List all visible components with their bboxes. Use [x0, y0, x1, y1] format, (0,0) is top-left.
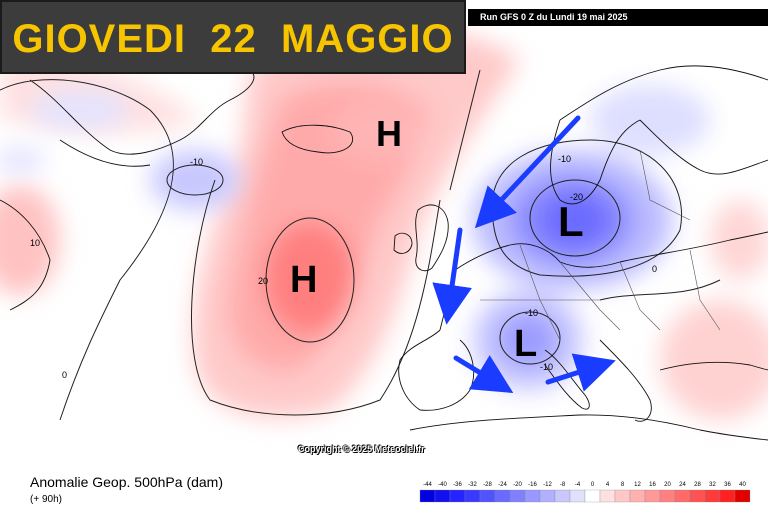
legend-tick-label: -44 [423, 482, 432, 488]
contour-label: 0 [652, 264, 657, 274]
legend-swatch [734, 489, 751, 503]
field-title: Anomalie Geop. 500hPa (dam) [30, 474, 223, 490]
legend-tick-label: -4 [575, 482, 581, 488]
legend-tick-label: 16 [649, 482, 656, 488]
legend-swatch [419, 489, 436, 503]
legend-swatch [494, 489, 511, 503]
legend-tick-label: -24 [498, 482, 507, 488]
arrow-3 [453, 355, 514, 394]
legend-swatch [524, 489, 541, 503]
forecast-date-title: GIOVEDI 22 MAGGIO [12, 17, 454, 61]
geopotential-anomaly-map: -10 10 20 0 -10 -20 -10 0 -10 H H L L [0, 26, 768, 441]
legend-tick-label: -36 [453, 482, 462, 488]
arrow-4 [545, 353, 616, 392]
legend-tick-label: -8 [560, 482, 566, 488]
legend-swatch [539, 489, 556, 503]
arrow-2 [432, 227, 472, 325]
legend-tick-label: 36 [724, 482, 731, 488]
contour-label: -10 [190, 157, 203, 167]
legend-swatch [674, 489, 691, 503]
legend-swatch [464, 489, 481, 503]
legend-tick-label: -28 [483, 482, 492, 488]
legend-tick-label: 8 [621, 482, 625, 488]
title-banner [0, 0, 466, 74]
legend-swatch [644, 489, 661, 503]
legend-tick-label: -40 [438, 482, 447, 488]
legend-tick-label: 20 [664, 482, 671, 488]
contour-label: 20 [258, 276, 268, 286]
legend-tick-label: -32 [468, 482, 477, 488]
contour-label: -10 [525, 308, 538, 318]
legend-swatch [434, 489, 451, 503]
model-run-info: Run GFS 0 Z du Lundi 19 mai 2025 [468, 9, 768, 26]
legend-tick-label: 4 [606, 482, 610, 488]
arrow-1 [474, 115, 581, 229]
legend-swatch [719, 489, 736, 503]
low-pressure-label: L [514, 323, 537, 365]
contour-label: -10 [540, 362, 553, 372]
legend-swatch [449, 489, 466, 503]
copyright-notice: Copyright © 2025 Meteociel.fr [298, 444, 425, 454]
legend-tick-label: 0 [591, 482, 595, 488]
legend-swatch [689, 489, 706, 503]
legend-tick-label: 24 [679, 482, 686, 488]
legend-tick-label: 12 [634, 482, 641, 488]
high-pressure-label: H [290, 259, 317, 301]
legend-tick-label: -16 [528, 482, 537, 488]
legend-tick-label: -20 [513, 482, 522, 488]
contour-label: 10 [30, 238, 40, 248]
flow-arrows [432, 115, 616, 394]
legend-swatch [584, 489, 601, 503]
legend-tick-label: 32 [709, 482, 716, 488]
contour-label: -20 [570, 192, 583, 202]
legend-swatch [554, 489, 571, 503]
legend-swatch [614, 489, 631, 503]
coastlines [0, 65, 768, 441]
low-pressure-label: L [558, 198, 584, 245]
legend-swatch [479, 489, 496, 503]
legend-swatch [599, 489, 616, 503]
contour-lines [0, 69, 721, 421]
legend-tick-label: -12 [543, 482, 552, 488]
legend-swatch [509, 489, 526, 503]
legend-tick-label: 28 [694, 482, 701, 488]
legend-swatch [629, 489, 646, 503]
legend-tick-label: 40 [739, 482, 746, 488]
contour-label: -10 [558, 154, 571, 164]
high-pressure-label: H [376, 113, 402, 154]
legend-swatch [569, 489, 586, 503]
legend-swatch [704, 489, 721, 503]
positive-anomaly-shading [0, 26, 768, 420]
forecast-hour: (+ 90h) [30, 494, 62, 505]
color-legend: -44 -40 -36 -32 -28 -24 -20 -16 -12 -8 -4 0 4 8 12 16 20… [419, 482, 751, 503]
contour-labels: -10 10 20 0 -10 -20 -10 0 -10 [30, 154, 657, 380]
legend-swatch [659, 489, 676, 503]
contour-label: 0 [62, 370, 67, 380]
